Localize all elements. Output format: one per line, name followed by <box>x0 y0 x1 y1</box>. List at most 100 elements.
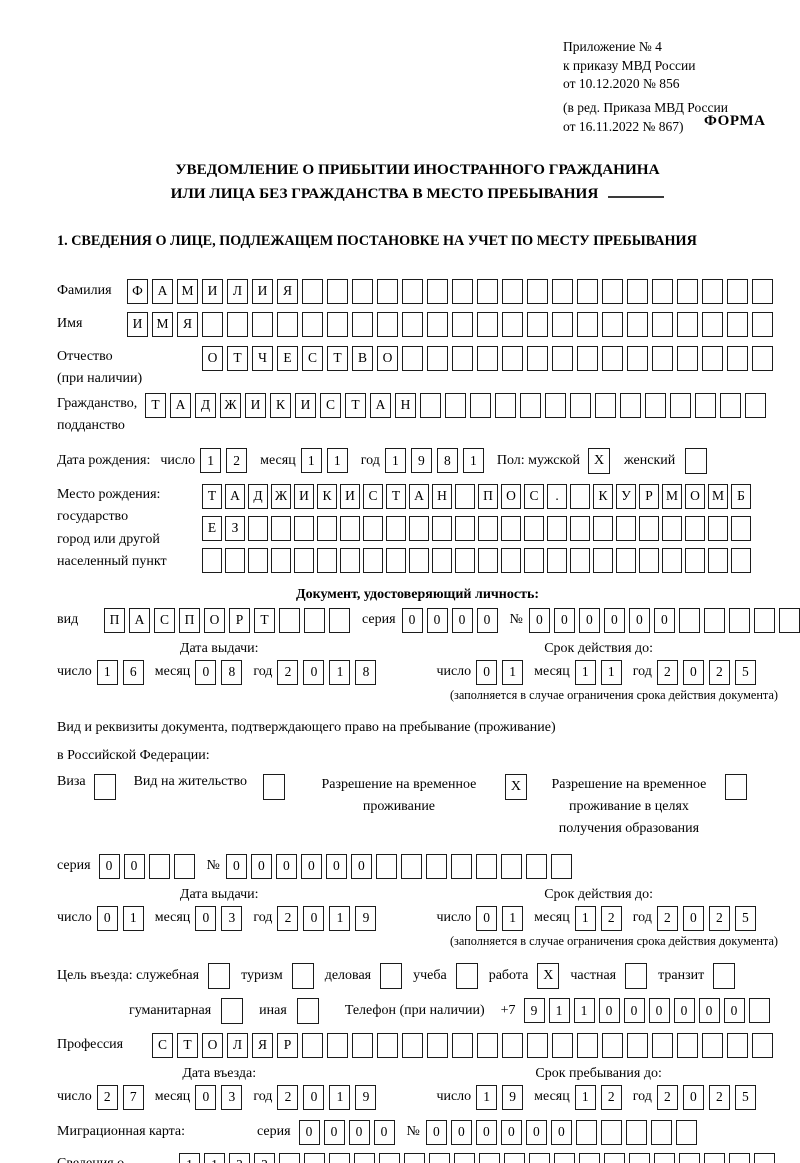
char-cell[interactable] <box>753 607 775 633</box>
char-cell[interactable]: Д <box>248 483 268 509</box>
char-cell[interactable] <box>547 547 567 573</box>
purpose-transit-checkbox[interactable] <box>713 962 736 989</box>
char-cell[interactable] <box>409 515 429 541</box>
char-cell[interactable]: 0 <box>698 998 720 1024</box>
char-cell[interactable]: 9 <box>355 905 377 931</box>
char-cell[interactable] <box>352 278 373 304</box>
char-cell[interactable]: . <box>547 483 567 509</box>
char-cell[interactable] <box>577 311 598 337</box>
char-cell[interactable] <box>354 1152 375 1163</box>
purpose-tourism-checkbox[interactable] <box>291 962 314 989</box>
char-cell[interactable]: 1 <box>326 448 348 474</box>
char-cell[interactable] <box>529 1152 550 1163</box>
char-cell[interactable] <box>375 853 397 879</box>
char-cell[interactable]: 1 <box>574 659 596 685</box>
char-cell[interactable] <box>554 1152 575 1163</box>
char-cell[interactable]: Ж <box>220 392 241 418</box>
char-cell[interactable]: 1 <box>462 448 484 474</box>
char-cell[interactable] <box>445 392 466 418</box>
char-cell[interactable] <box>579 1152 600 1163</box>
char-cell[interactable] <box>552 345 573 371</box>
char-cell[interactable] <box>620 392 641 418</box>
residence-permit-checkbox[interactable] <box>262 773 285 800</box>
char-cell[interactable]: 9 <box>502 1084 524 1110</box>
char-cell[interactable]: 5 <box>734 905 756 931</box>
char-cell[interactable] <box>720 392 741 418</box>
char-cell[interactable] <box>593 547 613 573</box>
char-cell[interactable]: О <box>204 607 225 633</box>
char-cell[interactable] <box>627 278 648 304</box>
char-cell[interactable]: Е <box>202 515 222 541</box>
char-cell[interactable]: 0 <box>682 659 704 685</box>
char-cell[interactable]: 1 <box>122 905 144 931</box>
char-cell[interactable] <box>400 853 422 879</box>
char-cell[interactable] <box>329 607 350 633</box>
char-cell[interactable] <box>629 1152 650 1163</box>
char-cell[interactable]: 0 <box>96 905 118 931</box>
char-cell[interactable]: 1 <box>600 659 622 685</box>
char-cell[interactable] <box>616 515 636 541</box>
char-cell[interactable] <box>148 853 170 879</box>
char-cell[interactable] <box>427 345 448 371</box>
char-cell[interactable]: 6 <box>122 659 144 685</box>
char-cell[interactable] <box>752 1032 773 1058</box>
char-cell[interactable] <box>570 392 591 418</box>
char-cell[interactable] <box>304 1152 325 1163</box>
char-cell[interactable]: Я <box>277 278 298 304</box>
purpose-humanitarian-checkbox[interactable] <box>221 997 244 1024</box>
char-cell[interactable]: 2 <box>656 1084 678 1110</box>
char-cell[interactable]: 1 <box>200 448 222 474</box>
char-cell[interactable] <box>754 1152 775 1163</box>
char-cell[interactable]: П <box>478 483 498 509</box>
temp-permit-checkbox[interactable]: X <box>504 773 527 800</box>
char-cell[interactable] <box>317 515 337 541</box>
char-cell[interactable] <box>495 392 516 418</box>
char-cell[interactable]: С <box>154 607 175 633</box>
char-cell[interactable] <box>352 311 373 337</box>
char-cell[interactable]: О <box>202 345 223 371</box>
char-cell[interactable]: 0 <box>325 853 347 879</box>
char-cell[interactable]: 0 <box>123 853 145 879</box>
char-cell[interactable]: 0 <box>476 659 498 685</box>
char-cell[interactable]: 0 <box>451 607 473 633</box>
char-cell[interactable] <box>727 278 748 304</box>
char-cell[interactable] <box>402 311 423 337</box>
char-cell[interactable]: 5 <box>734 1084 756 1110</box>
char-cell[interactable]: К <box>270 392 291 418</box>
char-cell[interactable] <box>650 1119 672 1145</box>
char-cell[interactable]: У <box>616 483 636 509</box>
char-cell[interactable]: 1 <box>329 905 351 931</box>
char-cell[interactable] <box>731 515 751 541</box>
char-cell[interactable]: Т <box>202 483 222 509</box>
char-cell[interactable]: 1 <box>502 905 524 931</box>
char-cell[interactable]: 0 <box>500 1119 522 1145</box>
char-cell[interactable] <box>702 345 723 371</box>
char-cell[interactable] <box>427 1032 448 1058</box>
char-cell[interactable] <box>501 515 521 541</box>
char-cell[interactable] <box>432 547 452 573</box>
char-cell[interactable] <box>677 278 698 304</box>
char-cell[interactable]: И <box>127 311 148 337</box>
char-cell[interactable]: Я <box>177 311 198 337</box>
char-cell[interactable] <box>695 392 716 418</box>
char-cell[interactable] <box>708 547 728 573</box>
char-cell[interactable] <box>778 607 800 633</box>
char-cell[interactable] <box>552 311 573 337</box>
char-cell[interactable]: 1 <box>574 1084 596 1110</box>
char-cell[interactable]: И <box>252 278 273 304</box>
char-cell[interactable] <box>455 547 475 573</box>
char-cell[interactable]: 1 <box>384 448 406 474</box>
char-cell[interactable] <box>570 483 590 509</box>
char-cell[interactable]: 0 <box>303 905 325 931</box>
char-cell[interactable]: 1 <box>204 1152 225 1163</box>
purpose-other-checkbox[interactable] <box>296 997 319 1024</box>
char-cell[interactable]: Т <box>254 607 275 633</box>
char-cell[interactable] <box>702 278 723 304</box>
char-cell[interactable]: А <box>170 392 191 418</box>
purpose-work-checkbox[interactable]: X <box>537 962 560 989</box>
char-cell[interactable]: М <box>708 483 728 509</box>
char-cell[interactable] <box>627 311 648 337</box>
char-cell[interactable] <box>452 1032 473 1058</box>
char-cell[interactable] <box>652 1032 673 1058</box>
char-cell[interactable] <box>302 311 323 337</box>
